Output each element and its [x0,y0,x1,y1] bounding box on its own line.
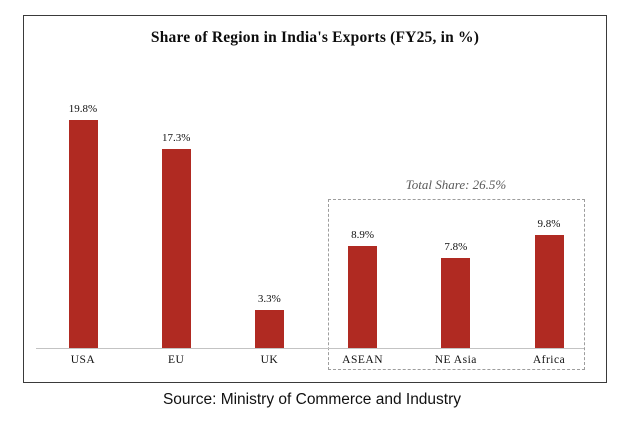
category-label: Africa [532,354,566,366]
bar-value-label: 9.8% [537,218,561,230]
bar-uk [254,310,284,348]
category-label: NE Asia [434,354,477,366]
bar-asean [348,246,378,348]
chart-title: Share of Region in India's Exports (FY25… [150,29,480,46]
group-total-annotation: Total Share: 26.5% [405,177,507,192]
bar-value-label: 3.3% [257,293,281,305]
bar-usa [68,120,98,348]
bar-value-label: 8.9% [351,229,375,241]
category-label: EU [168,354,185,366]
group-highlight-dashed-box [328,199,585,370]
bar-eu [161,149,191,348]
bar-value-label: 17.3% [161,132,191,144]
x-axis-line [36,348,584,349]
category-label: UK [260,354,279,366]
source-caption: Source: Ministry of Commerce and Industr… [162,391,462,408]
category-label: ASEAN [342,354,384,366]
bar-africa [534,235,564,348]
bar-ne-asia [441,258,471,348]
bar-value-label: 7.8% [444,241,468,253]
bar-value-label: 19.8% [68,103,98,115]
chart-figure: Share of Region in India's Exports (FY25… [23,15,607,383]
category-label: USA [70,354,96,366]
plot-area: Total Share: 26.5% 19.8% USA 17.3% EU 3.3% UK… [24,16,606,382]
